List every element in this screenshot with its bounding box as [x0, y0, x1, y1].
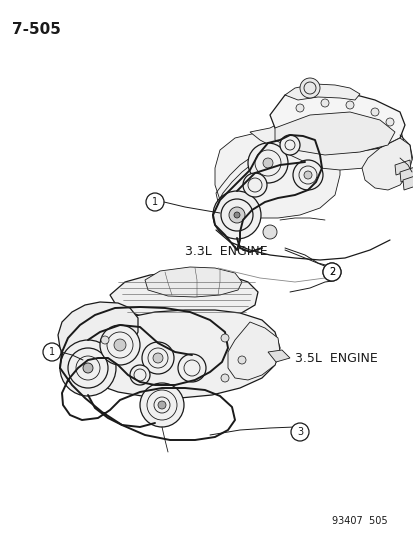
- Polygon shape: [267, 350, 289, 362]
- Polygon shape: [402, 175, 413, 190]
- Text: 1: 1: [152, 197, 158, 207]
- Circle shape: [370, 108, 378, 116]
- Circle shape: [262, 158, 272, 168]
- Circle shape: [233, 212, 240, 218]
- Circle shape: [385, 118, 393, 126]
- Circle shape: [242, 173, 266, 197]
- Circle shape: [130, 365, 150, 385]
- Circle shape: [178, 354, 206, 382]
- Circle shape: [142, 342, 173, 374]
- Circle shape: [153, 353, 163, 363]
- Polygon shape: [274, 112, 394, 155]
- Text: 1: 1: [49, 347, 55, 357]
- Circle shape: [345, 101, 353, 109]
- Circle shape: [228, 207, 244, 223]
- Circle shape: [322, 263, 340, 281]
- Circle shape: [322, 263, 340, 281]
- Text: 2: 2: [328, 267, 334, 277]
- Circle shape: [100, 325, 140, 365]
- Polygon shape: [249, 108, 404, 170]
- Polygon shape: [65, 310, 279, 398]
- Circle shape: [221, 334, 228, 342]
- Polygon shape: [394, 160, 410, 175]
- Circle shape: [83, 363, 93, 373]
- Polygon shape: [361, 138, 411, 190]
- Text: 3.5L  ENGINE: 3.5L ENGINE: [294, 352, 377, 365]
- Circle shape: [247, 143, 287, 183]
- Text: 3: 3: [296, 427, 302, 437]
- Circle shape: [158, 401, 166, 409]
- Circle shape: [101, 336, 109, 344]
- Text: 7-505: 7-505: [12, 22, 61, 37]
- Circle shape: [279, 135, 299, 155]
- Circle shape: [295, 104, 303, 112]
- Text: 3.3L  ENGINE: 3.3L ENGINE: [185, 245, 267, 258]
- Circle shape: [320, 99, 328, 107]
- Circle shape: [212, 191, 260, 239]
- Polygon shape: [228, 322, 279, 380]
- Polygon shape: [58, 302, 138, 360]
- Polygon shape: [110, 272, 257, 322]
- Circle shape: [60, 340, 116, 396]
- Circle shape: [221, 374, 228, 382]
- Circle shape: [140, 383, 183, 427]
- Polygon shape: [145, 267, 242, 297]
- Circle shape: [290, 423, 308, 441]
- Circle shape: [262, 225, 276, 239]
- Circle shape: [299, 78, 319, 98]
- Polygon shape: [214, 130, 339, 218]
- Circle shape: [114, 339, 126, 351]
- Circle shape: [292, 160, 322, 190]
- Polygon shape: [269, 88, 404, 152]
- Text: 2: 2: [328, 267, 334, 277]
- Circle shape: [237, 356, 245, 364]
- Text: 93407  505: 93407 505: [332, 516, 387, 526]
- Circle shape: [146, 193, 164, 211]
- Polygon shape: [399, 167, 413, 182]
- Polygon shape: [284, 84, 359, 100]
- Circle shape: [303, 171, 311, 179]
- Circle shape: [43, 343, 61, 361]
